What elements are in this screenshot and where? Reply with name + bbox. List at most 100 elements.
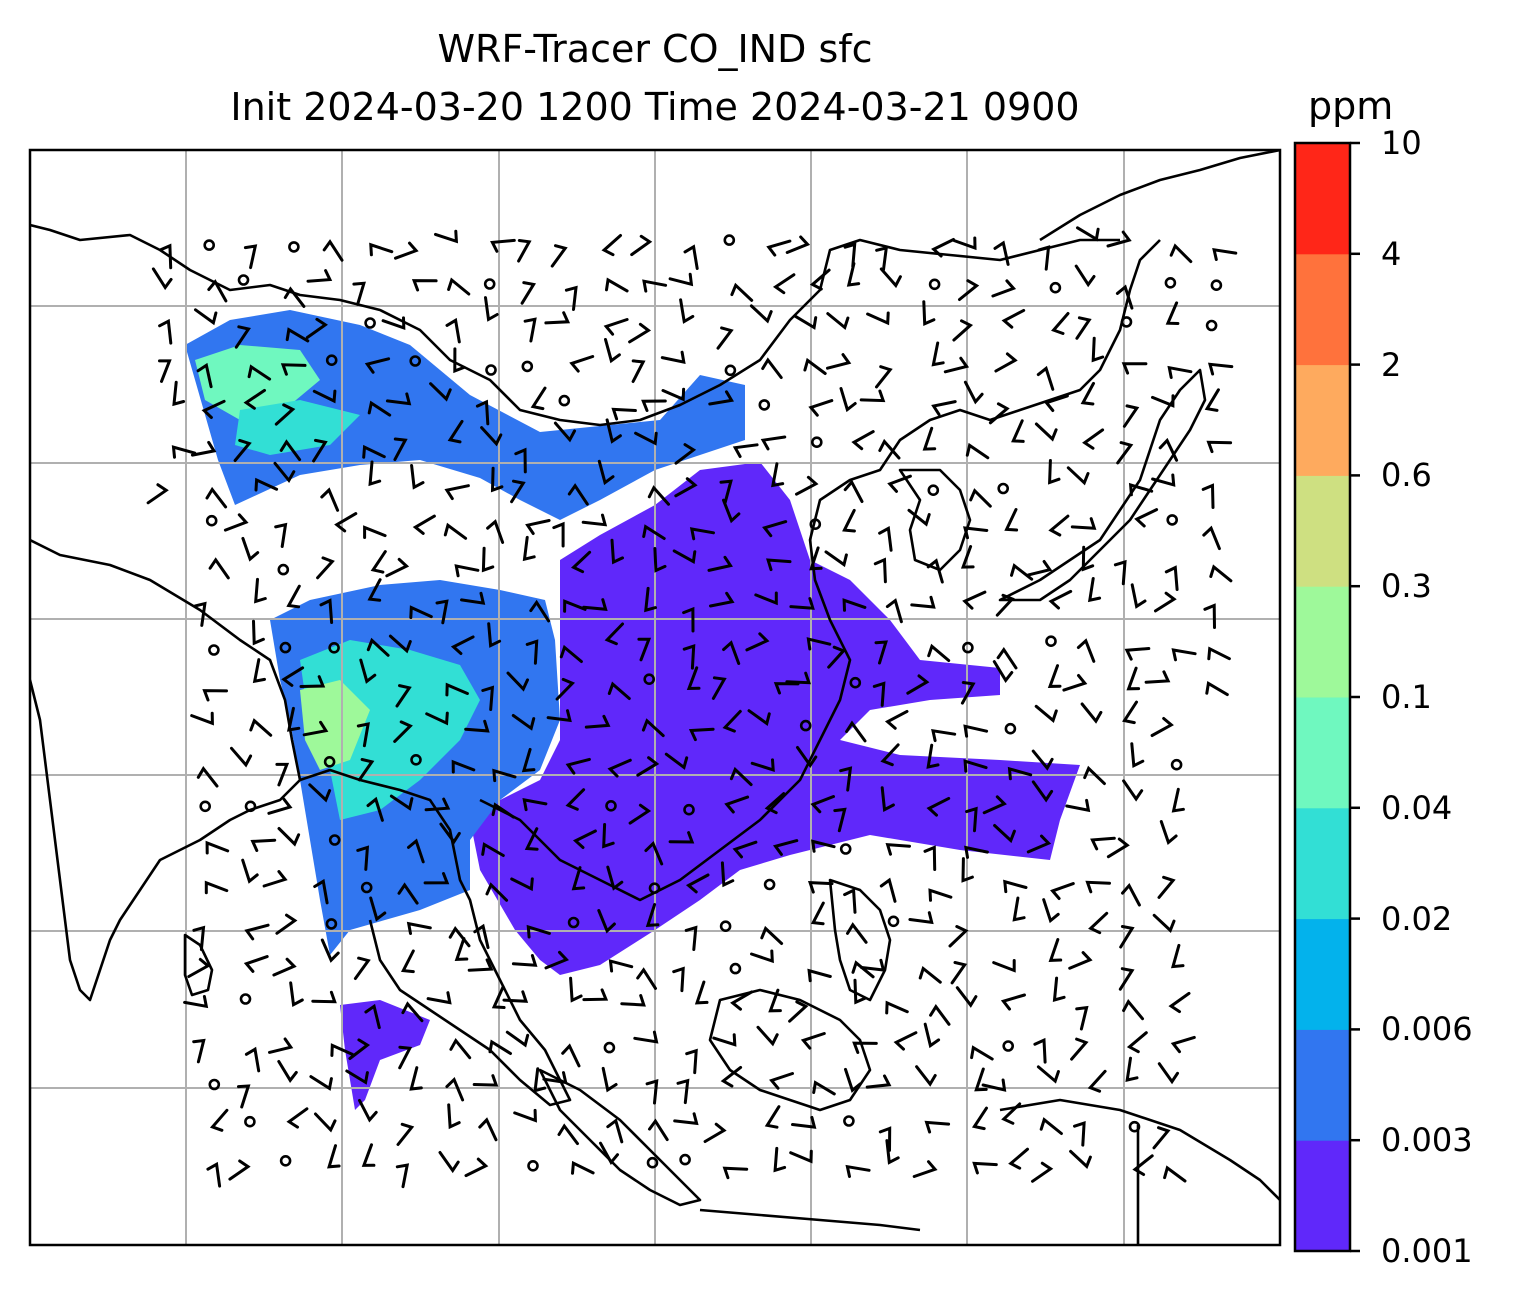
wind-barb (879, 267, 902, 289)
calm-circle (410, 753, 422, 766)
wind-barb (1126, 666, 1141, 691)
wind-barb (1087, 1069, 1107, 1093)
wind-barb (1007, 766, 1033, 781)
wind-barb (760, 925, 784, 945)
wind-barb (1076, 226, 1100, 242)
wind-barb (620, 994, 646, 1007)
wind-barb (709, 591, 735, 608)
wind-barb (673, 1112, 699, 1126)
calm-circle (799, 719, 812, 732)
wind-barb (1132, 1154, 1154, 1176)
wind-barb (1048, 514, 1070, 537)
wind-barb (773, 682, 800, 695)
wind-barb (722, 1166, 749, 1180)
wind-barb (1157, 875, 1176, 899)
wind-barb (1158, 437, 1179, 462)
wind-barb (924, 1120, 951, 1134)
wind-barb (281, 666, 305, 687)
wind-barb (1031, 1161, 1054, 1183)
wind-barb (843, 887, 857, 914)
wind-barb (1152, 913, 1176, 934)
wind-barb (860, 958, 886, 972)
wind-barb (732, 840, 758, 859)
wind-barb (505, 1030, 530, 1048)
wind-barb (362, 444, 386, 459)
wind-barb (606, 865, 624, 891)
wind-barb (1091, 336, 1105, 363)
wind-barb (729, 766, 753, 787)
wind-barb (630, 234, 653, 257)
wind-barb (1202, 525, 1221, 551)
wind-barb (544, 311, 571, 325)
wind-barb (647, 485, 670, 506)
wind-barb (1122, 999, 1144, 1021)
wind-barb (768, 988, 782, 1013)
wind-barb (1159, 820, 1178, 845)
wind-barb (1034, 422, 1058, 442)
wind-barb (473, 923, 490, 950)
wind-barb (252, 619, 265, 646)
wind-barb (1048, 938, 1063, 962)
wind-barb (490, 466, 504, 493)
tracer-plume-indochina-hot (300, 680, 370, 770)
wind-barb (1144, 670, 1171, 684)
wind-barb (502, 990, 529, 1003)
colorbar-tick-label: 0.006 (1381, 1010, 1473, 1049)
wind-barb (187, 957, 211, 978)
wind-barb (481, 685, 495, 711)
wind-barb (571, 1160, 595, 1175)
map-panel (30, 150, 1280, 1245)
colorbar-tick-label: 0.3 (1381, 567, 1432, 606)
tracer-plume-north (185, 310, 745, 520)
wind-barb (952, 319, 974, 342)
wind-barb (827, 645, 847, 669)
wind-barb (313, 878, 329, 905)
wind-barb (555, 677, 576, 701)
wind-barb (385, 392, 412, 406)
wind-barb (634, 431, 658, 446)
wind-barb (480, 426, 503, 447)
wind-barb (851, 430, 875, 451)
wind-barb (1170, 1035, 1196, 1054)
wind-barb (645, 903, 660, 928)
wind-barb (249, 718, 273, 737)
wind-barb (603, 318, 629, 336)
wind-barb (241, 858, 259, 884)
wind-barb (716, 326, 734, 350)
wind-barb (685, 873, 710, 894)
wind-barb (931, 238, 955, 258)
wind-barb (719, 479, 733, 504)
wind-barb (364, 1003, 381, 1030)
wind-barb (1124, 647, 1151, 661)
wind-barb (286, 1107, 309, 1129)
wind-barb (352, 281, 366, 306)
wind-barb (445, 1076, 465, 1102)
wind-barb (190, 440, 217, 457)
wind-barb (1121, 362, 1148, 375)
wind-barb (958, 279, 980, 301)
coastline-sumatra (538, 1068, 702, 1207)
wind-barb (788, 1000, 809, 1023)
wind-barb (552, 521, 565, 548)
calm-circle (199, 800, 211, 813)
wind-barb (559, 644, 583, 663)
calm-circle (328, 834, 341, 846)
wind-barb (478, 1117, 498, 1142)
tracer-plume-south (340, 1000, 430, 1110)
wind-barb (878, 1126, 892, 1152)
calm-circle (719, 920, 732, 933)
wind-barb (683, 244, 699, 270)
wind-barb (359, 658, 377, 684)
wind-barb (151, 267, 173, 291)
wind-barb (283, 286, 306, 308)
wind-barb (926, 743, 940, 769)
wind-barb (785, 235, 811, 254)
wind-barb (928, 888, 953, 902)
wind-barb (982, 795, 1007, 815)
wind-barb (464, 719, 490, 733)
wind-barb (234, 325, 251, 349)
wind-barb (546, 709, 572, 723)
wind-barb (1206, 440, 1233, 454)
wind-barb (1073, 1120, 1086, 1147)
wind-barb (233, 438, 252, 462)
